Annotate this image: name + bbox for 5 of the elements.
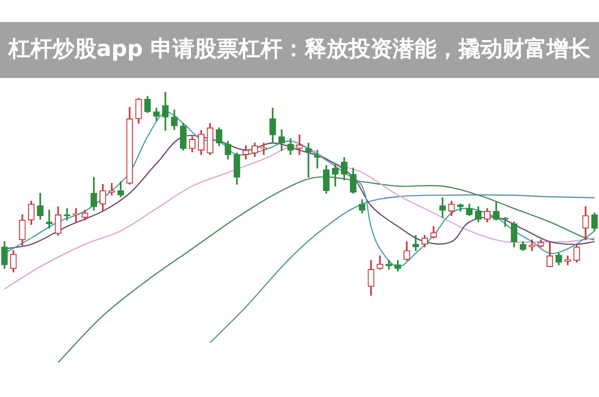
candlestick xyxy=(439,197,446,218)
candlestick xyxy=(305,142,312,178)
chart-title: 杠杆炒股app 申请股票杠杆：释放投资潜能，撬动财富增长 xyxy=(8,36,590,64)
candlestick xyxy=(296,134,303,155)
candlestick xyxy=(528,239,536,251)
